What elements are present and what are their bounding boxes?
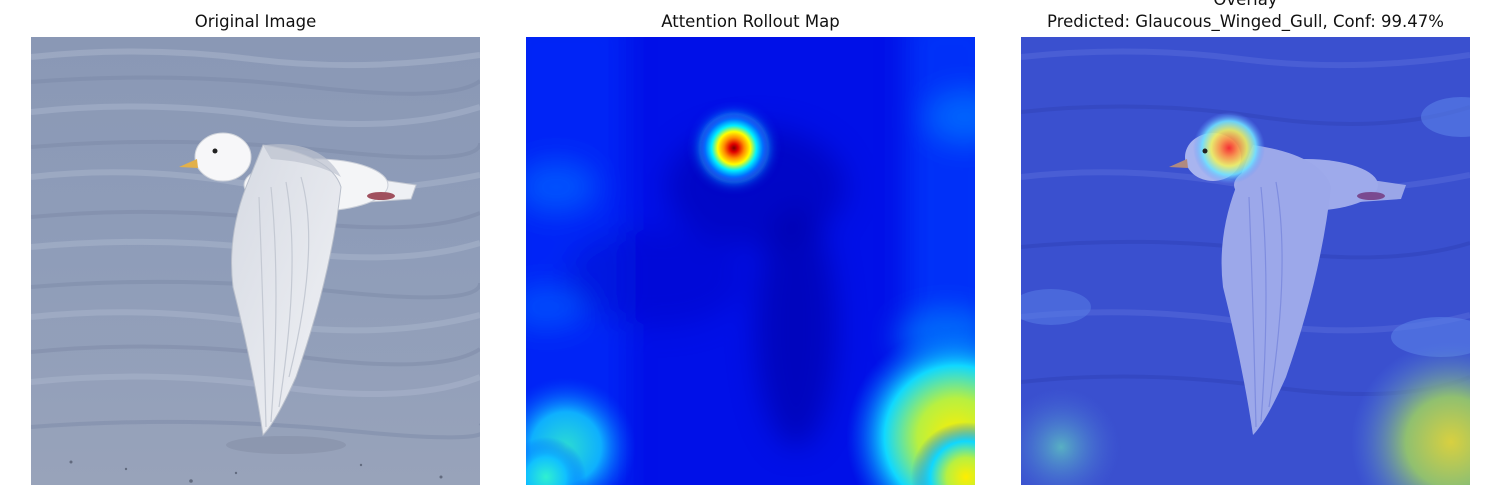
overlay-panel: Overlay Predicted: Glaucous_Winged_Gull,… bbox=[1021, 0, 1470, 500]
attention-rollout-map bbox=[526, 37, 975, 485]
original-image bbox=[31, 37, 480, 485]
attention-map-panel: Attention Rollout Map bbox=[526, 0, 975, 500]
original-image-title: Original Image bbox=[0, 12, 540, 32]
original-image-panel: Original Image bbox=[31, 0, 480, 500]
prediction-label: Predicted: Glaucous_Winged_Gull, Conf: 9… bbox=[961, 12, 1500, 32]
overlay-image bbox=[1021, 37, 1470, 485]
overlay-title: Overlay bbox=[961, 0, 1500, 10]
attention-map-title: Attention Rollout Map bbox=[466, 12, 1035, 32]
